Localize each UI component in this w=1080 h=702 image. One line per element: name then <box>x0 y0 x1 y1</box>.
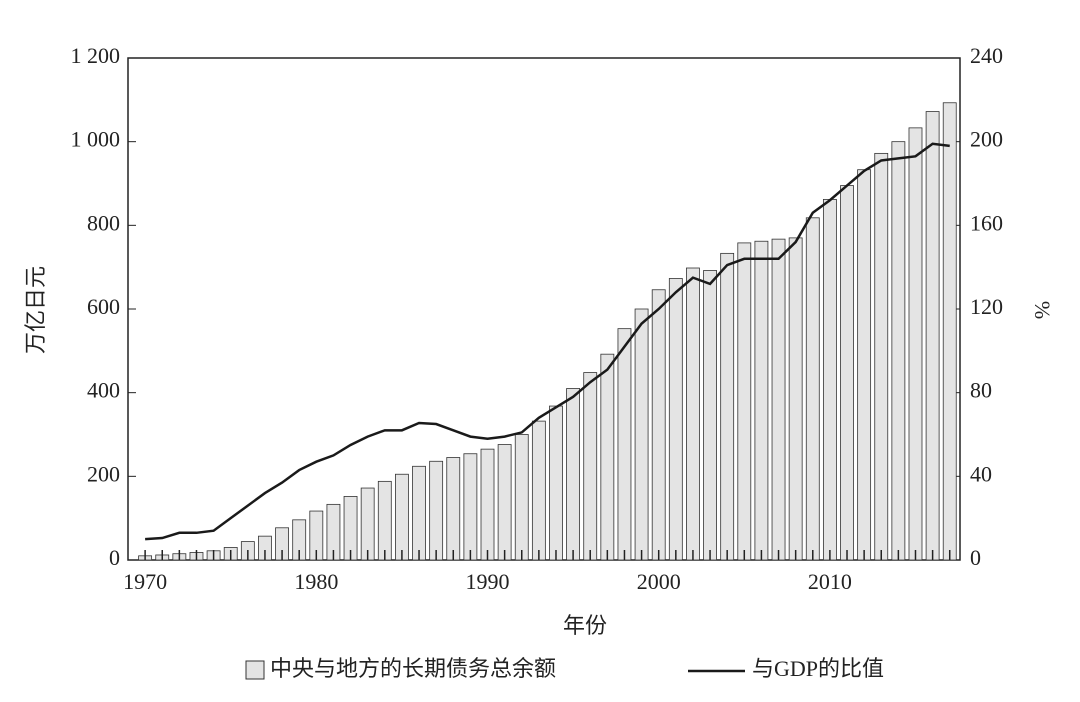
bar <box>737 242 752 561</box>
y2-tick-label: 200 <box>970 127 1003 152</box>
bar <box>840 185 854 561</box>
bar <box>531 420 546 561</box>
bar <box>480 448 495 561</box>
bar <box>377 480 392 561</box>
bar <box>754 240 769 561</box>
y-axis-label: 万亿日元 <box>23 266 48 354</box>
bar <box>395 473 409 561</box>
bar <box>908 127 923 561</box>
bar <box>549 405 563 561</box>
x-tick-label: 2000 <box>637 569 681 594</box>
bar <box>686 267 700 561</box>
bar <box>891 141 906 561</box>
y2-axis-label: % <box>1030 301 1055 319</box>
bar <box>514 434 529 561</box>
y2-tick-label: 120 <box>970 294 1003 319</box>
y2-tick-label: 40 <box>970 461 992 486</box>
legend-label: 与GDP的比值 <box>752 656 884 681</box>
bar <box>668 278 683 561</box>
legend-swatch-bar <box>245 660 265 680</box>
bar <box>412 465 426 561</box>
bar <box>942 102 957 561</box>
bar <box>446 457 461 561</box>
x-tick-label: 1970 <box>123 569 167 594</box>
bar <box>600 353 615 561</box>
y-tick-label: 200 <box>87 461 120 486</box>
bar <box>703 270 717 561</box>
bar <box>874 152 889 561</box>
y-tick-label: 1 000 <box>71 127 121 152</box>
legend-label: 中央与地方的长期债务总余额 <box>270 656 556 681</box>
bar <box>463 453 478 561</box>
bar <box>651 289 666 561</box>
y2-tick-label: 160 <box>970 210 1003 235</box>
bar <box>857 169 872 561</box>
bar <box>429 460 444 561</box>
bar <box>805 217 820 561</box>
bar <box>497 444 512 561</box>
y-tick-label: 600 <box>87 294 120 319</box>
bar <box>360 487 375 561</box>
y-tick-label: 400 <box>87 378 120 403</box>
x-tick-label: 2010 <box>808 569 852 594</box>
bar <box>788 237 803 561</box>
bar <box>617 328 632 561</box>
y2-tick-label: 80 <box>970 378 992 403</box>
y-tick-label: 800 <box>87 210 120 235</box>
bar <box>566 388 581 561</box>
x-tick-label: 1980 <box>294 569 338 594</box>
bar <box>583 372 598 561</box>
x-axis-label: 年份 <box>563 613 607 638</box>
bar <box>771 238 786 561</box>
x-tick-label: 1990 <box>466 569 510 594</box>
y-tick-label: 1 200 <box>71 43 121 68</box>
y2-tick-label: 240 <box>970 43 1003 68</box>
bar <box>822 198 837 561</box>
bar <box>634 308 649 561</box>
line <box>145 142 950 541</box>
y2-tick-label: 0 <box>970 545 981 570</box>
bar <box>925 111 940 561</box>
bar <box>720 252 735 561</box>
y-tick-label: 0 <box>109 545 120 570</box>
